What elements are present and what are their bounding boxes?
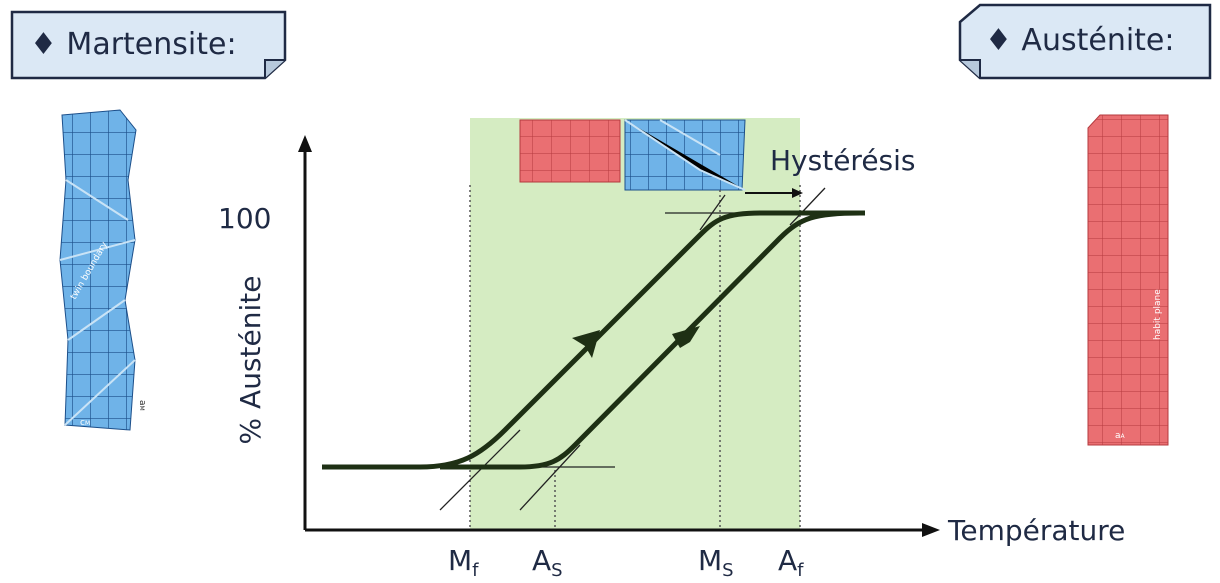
y-axis-label: % Austénite xyxy=(234,276,267,445)
callout-left-text: ♦ Martensite: xyxy=(30,27,237,62)
temperature-main: A xyxy=(532,544,551,577)
callout-right-text: ♦ Austénite: xyxy=(985,23,1175,58)
temperature-main: M xyxy=(448,544,472,577)
temperature-main: M xyxy=(698,544,722,577)
hysteresis-label: Hystérésis xyxy=(770,144,916,177)
habit-label: habit plane xyxy=(1153,289,1163,340)
temperature-label: Af xyxy=(778,544,804,581)
temperature-sub: S xyxy=(722,560,733,581)
dim-label: aA xyxy=(1115,431,1126,441)
temperature-main: A xyxy=(778,544,797,577)
callout-right: ♦ Austénite: xyxy=(958,3,1212,80)
top-images xyxy=(519,119,746,191)
martensite-image: twin boundary cM aM xyxy=(59,109,147,431)
temperature-label: Mf xyxy=(448,544,479,581)
direction-arrows xyxy=(572,326,700,358)
dim-label: aM xyxy=(137,400,147,411)
hysteresis: Hystérésis xyxy=(745,144,916,198)
callout-left: ♦ Martensite: xyxy=(10,10,287,80)
x-axis-label: Température xyxy=(947,514,1125,547)
y-tick-label: 100 xyxy=(218,202,271,235)
temperature-guides xyxy=(469,185,801,530)
temperature-sub: S xyxy=(551,560,562,581)
axes xyxy=(303,150,925,532)
temperature-sub: f xyxy=(797,560,804,581)
temperature-sub: f xyxy=(472,560,479,581)
dim-label: cM xyxy=(80,418,90,428)
temperature-labels: Mf AS MS Af xyxy=(448,544,804,581)
austenite-image: habit plane aA xyxy=(1087,114,1169,446)
hysteresis-curves xyxy=(322,210,865,470)
temperature-label: AS xyxy=(532,544,563,581)
temperature-label: MS xyxy=(698,544,734,581)
tangents xyxy=(439,187,830,511)
